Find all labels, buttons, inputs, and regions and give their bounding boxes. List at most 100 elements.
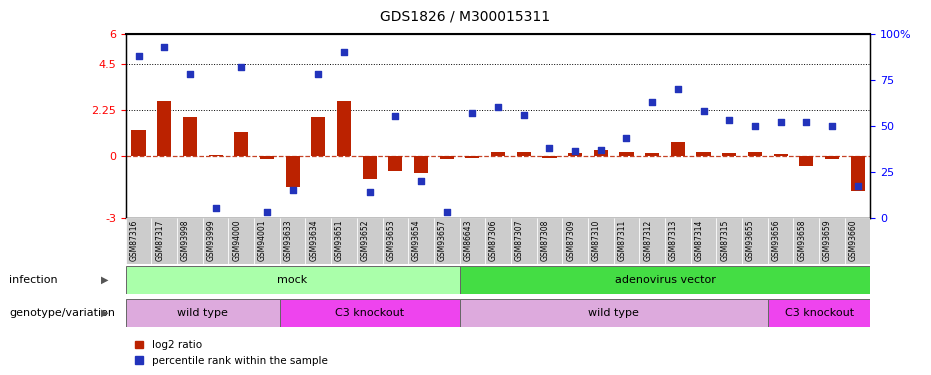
Text: GSM93660: GSM93660 bbox=[849, 220, 857, 261]
Text: GSM93633: GSM93633 bbox=[284, 220, 292, 261]
Legend: log2 ratio, percentile rank within the sample: log2 ratio, percentile rank within the s… bbox=[131, 336, 331, 370]
Bar bbox=[408, 217, 434, 264]
Bar bbox=[722, 153, 736, 156]
Bar bbox=[460, 217, 485, 264]
Point bbox=[825, 123, 840, 129]
Point bbox=[799, 119, 814, 125]
Bar bbox=[851, 156, 865, 191]
Bar bbox=[311, 117, 325, 156]
Point bbox=[593, 147, 608, 153]
Bar bbox=[748, 152, 762, 156]
Text: infection: infection bbox=[9, 275, 58, 285]
Text: GSM87310: GSM87310 bbox=[592, 220, 600, 261]
Text: GSM87316: GSM87316 bbox=[129, 220, 139, 261]
Bar bbox=[235, 132, 249, 156]
Point bbox=[568, 148, 583, 154]
Point bbox=[156, 44, 171, 50]
Text: ▶: ▶ bbox=[101, 275, 108, 285]
Point bbox=[131, 53, 146, 59]
Text: GSM93655: GSM93655 bbox=[746, 220, 755, 261]
Bar bbox=[768, 217, 793, 264]
Bar bbox=[594, 150, 608, 156]
Text: GSM93658: GSM93658 bbox=[797, 220, 806, 261]
Bar bbox=[460, 266, 870, 294]
Bar bbox=[177, 217, 203, 264]
Bar bbox=[536, 217, 562, 264]
Text: GSM93634: GSM93634 bbox=[309, 220, 318, 261]
Bar bbox=[434, 217, 460, 264]
Point bbox=[542, 145, 557, 151]
Bar bbox=[491, 152, 506, 156]
Text: GSM87308: GSM87308 bbox=[541, 220, 549, 261]
Bar bbox=[357, 217, 383, 264]
Text: wild type: wild type bbox=[177, 308, 228, 318]
Bar bbox=[619, 152, 634, 156]
Text: GSM86643: GSM86643 bbox=[464, 220, 472, 261]
Text: GSM93659: GSM93659 bbox=[823, 220, 832, 261]
Bar bbox=[691, 217, 716, 264]
Text: GDS1826 / M300015311: GDS1826 / M300015311 bbox=[381, 9, 550, 23]
Bar bbox=[543, 156, 557, 158]
Text: ▶: ▶ bbox=[101, 308, 108, 318]
Bar bbox=[286, 156, 300, 187]
Point bbox=[234, 64, 249, 70]
Bar bbox=[260, 156, 274, 159]
Text: GSM87312: GSM87312 bbox=[643, 220, 653, 261]
Text: GSM93999: GSM93999 bbox=[207, 220, 216, 261]
Text: GSM94001: GSM94001 bbox=[258, 220, 267, 261]
Bar bbox=[562, 217, 588, 264]
Bar bbox=[696, 152, 710, 156]
Point bbox=[285, 187, 300, 193]
Bar bbox=[799, 156, 814, 166]
Bar bbox=[568, 153, 582, 156]
Point bbox=[696, 108, 711, 114]
Text: genotype/variation: genotype/variation bbox=[9, 308, 115, 318]
Bar bbox=[645, 153, 659, 156]
Text: GSM93651: GSM93651 bbox=[335, 220, 344, 261]
Point bbox=[670, 86, 685, 92]
Bar bbox=[716, 217, 742, 264]
Point bbox=[260, 209, 275, 215]
Bar bbox=[228, 217, 254, 264]
Point bbox=[517, 112, 532, 118]
Bar bbox=[640, 217, 665, 264]
Bar bbox=[588, 217, 614, 264]
Text: GSM87309: GSM87309 bbox=[566, 220, 575, 261]
Bar bbox=[182, 117, 197, 156]
Bar bbox=[152, 217, 177, 264]
Text: GSM87313: GSM87313 bbox=[668, 220, 678, 261]
Bar bbox=[126, 217, 152, 264]
Text: wild type: wild type bbox=[588, 308, 639, 318]
Bar bbox=[209, 155, 223, 156]
Bar bbox=[665, 217, 691, 264]
Bar bbox=[439, 156, 453, 159]
Bar bbox=[793, 217, 819, 264]
Bar bbox=[825, 156, 839, 159]
Text: GSM87315: GSM87315 bbox=[721, 220, 729, 261]
Bar bbox=[362, 156, 377, 179]
Text: GSM93657: GSM93657 bbox=[438, 220, 447, 261]
Bar bbox=[614, 217, 640, 264]
Point bbox=[388, 113, 403, 119]
Bar bbox=[511, 217, 536, 264]
Bar bbox=[126, 266, 460, 294]
Text: C3 knockout: C3 knockout bbox=[785, 308, 854, 318]
Text: GSM87307: GSM87307 bbox=[515, 220, 524, 261]
Bar bbox=[844, 217, 870, 264]
Point bbox=[209, 206, 223, 212]
Bar bbox=[331, 217, 357, 264]
Bar bbox=[819, 217, 844, 264]
Text: GSM93998: GSM93998 bbox=[181, 220, 190, 261]
Point bbox=[491, 104, 506, 110]
Text: mock: mock bbox=[277, 275, 308, 285]
Text: GSM93653: GSM93653 bbox=[386, 220, 396, 261]
Bar bbox=[305, 217, 331, 264]
Bar bbox=[485, 217, 511, 264]
Bar bbox=[131, 130, 145, 156]
Point bbox=[645, 99, 660, 105]
Point bbox=[336, 49, 351, 55]
Bar bbox=[414, 156, 428, 172]
Text: C3 knockout: C3 knockout bbox=[335, 308, 404, 318]
Bar bbox=[466, 156, 479, 158]
Point bbox=[362, 189, 377, 195]
